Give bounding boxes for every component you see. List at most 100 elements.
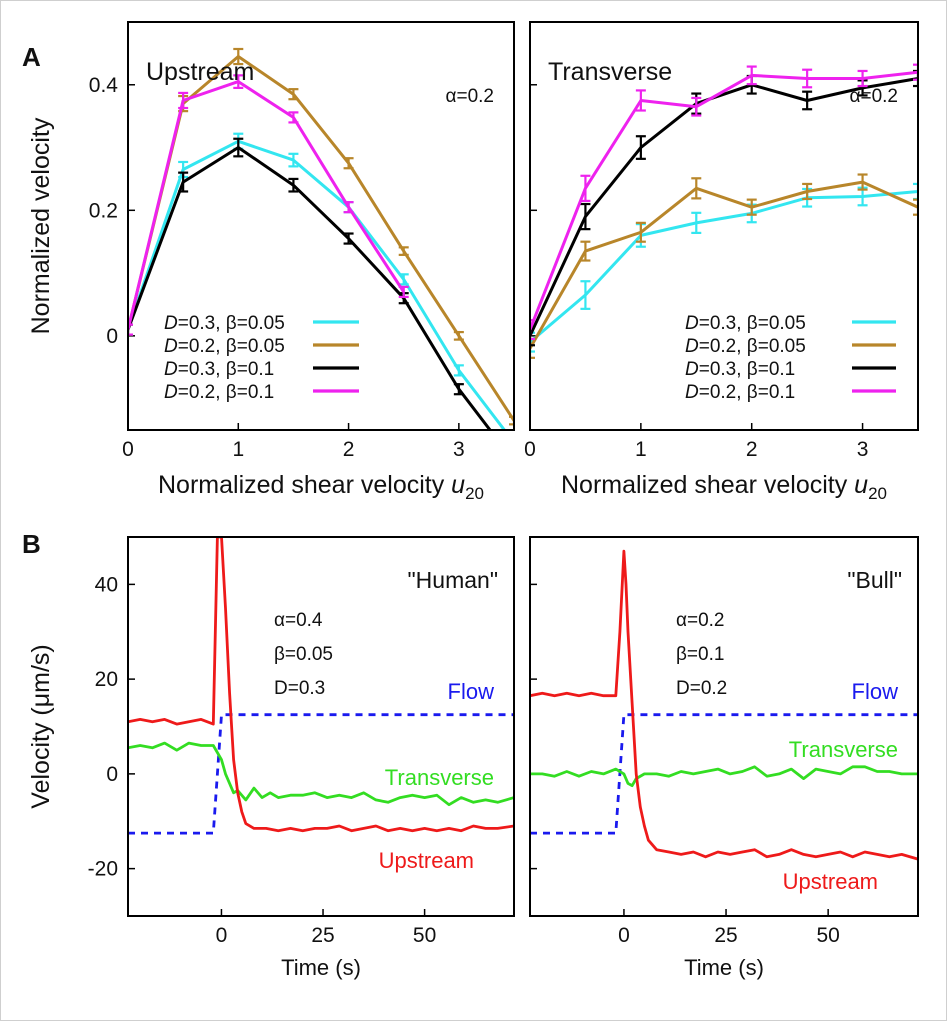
series-label-transverse: Transverse [385, 765, 494, 790]
x-axis-label-var: u [451, 471, 465, 499]
legend-label-var: D [164, 359, 178, 380]
legend-label: D=0.3, β=0.1 [164, 359, 274, 380]
x-tick-label: 1 [232, 438, 244, 461]
y-tick-label: 20 [95, 668, 118, 691]
series-line-series-2 [128, 146, 492, 430]
x-axis-label: Normalized shear velocity u20 [561, 471, 887, 503]
y-tick-label: 40 [95, 573, 118, 596]
x-axis-label-var: u [854, 471, 868, 499]
x-tick-label: 0 [122, 438, 134, 461]
x-tick-label: 50 [413, 924, 436, 947]
series-line-transverse [128, 741, 514, 807]
series-line-series-0 [530, 190, 918, 344]
param-label: D=0.2 [676, 678, 727, 699]
y-tick-label: -20 [88, 858, 118, 881]
x-axis-label-text: Normalized shear velocity [158, 471, 451, 499]
legend-label: D=0.2, β=0.05 [164, 336, 285, 357]
legend-label-var: D [685, 359, 699, 380]
y-tick-label: 0.2 [89, 199, 118, 222]
param-label: D=0.3 [274, 678, 325, 699]
series-label-upstream: Upstream [379, 848, 474, 873]
plot-area [128, 537, 514, 835]
series-line-series-2 [530, 77, 918, 337]
chart-bull: 0 25 50 "Bull" α=0.2 β=0.1 D=0.2 Flow Transverse… [529, 536, 919, 980]
param-label: β=0.1 [676, 644, 724, 665]
series-line-series-1 [530, 180, 918, 350]
plot-frame [529, 21, 919, 431]
legend-label-text: =0.2, β=0.05 [699, 336, 806, 357]
y-axis-label: Normalized velocity [27, 117, 55, 334]
legend-label: D=0.2, β=0.1 [685, 382, 795, 403]
series-line-series-3 [128, 80, 405, 330]
plot-frame [529, 536, 919, 917]
series-line-transverse [530, 765, 918, 788]
legend-label: D=0.3, β=0.05 [685, 313, 806, 334]
chart-human: 0 25 50 -20 0 20 40 "Human" α=0.4 β=0.05 D=0.3 Flow… [27, 536, 515, 980]
x-axis-label: Normalized shear velocity u20 [158, 471, 484, 503]
x-axis-label-text: Normalized shear velocity [561, 471, 854, 499]
series-line-flow [530, 713, 918, 835]
series-line-upstream [530, 549, 918, 861]
y-axis-label: Velocity (μm/s) [27, 644, 55, 808]
plot-area [128, 47, 514, 430]
legend-label-text: =0.2, β=0.1 [699, 382, 796, 403]
series-label-transverse: Transverse [789, 737, 898, 762]
panel-title: "Bull" [847, 567, 902, 593]
x-tick-label: 2 [343, 438, 355, 461]
series-line-flow [128, 713, 514, 835]
legend-label-var: D [164, 382, 178, 403]
series-line-series-1 [128, 55, 514, 422]
legend-label: D=0.2, β=0.1 [164, 382, 274, 403]
legend-label-var: D [164, 313, 178, 334]
x-tick-label: 1 [635, 438, 647, 461]
x-tick-label: 3 [453, 438, 465, 461]
x-tick-label: 25 [311, 924, 334, 947]
x-tick-label: 25 [714, 924, 737, 947]
series-label-flow: Flow [852, 679, 899, 704]
x-tick-label: 0 [216, 924, 228, 947]
x-axis-label-sub: 20 [465, 484, 484, 503]
x-tick-label: 50 [816, 924, 839, 947]
legend-label-var: D [685, 313, 699, 334]
y-tick-label: 0.4 [89, 74, 119, 97]
series-line-series-3 [530, 70, 918, 331]
series-label-flow: Flow [448, 679, 495, 704]
legend-label-var: D [164, 336, 178, 357]
panel-title: Transverse [548, 58, 672, 86]
y-tick-label: 0 [106, 763, 118, 786]
x-axis-label-sub: 20 [868, 484, 887, 503]
legend-label: D=0.3, β=0.1 [685, 359, 795, 380]
x-tick-label: 0 [524, 438, 536, 461]
legend-label-text: =0.2, β=0.05 [178, 336, 285, 357]
param-label: α=0.4 [274, 610, 323, 631]
legend-label-text: =0.3, β=0.1 [699, 359, 796, 380]
plot-area [530, 63, 918, 359]
param-label: α=0.2 [676, 610, 725, 631]
legend-label: D=0.3, β=0.05 [164, 313, 285, 334]
legend-label-var: D [685, 336, 699, 357]
legend-label-var: D [685, 382, 699, 403]
legend-label-text: =0.3, β=0.05 [178, 313, 285, 334]
legend-label: D=0.2, β=0.05 [685, 336, 806, 357]
x-axis-label: Time (s) [281, 955, 361, 980]
panel-title: Upstream [146, 58, 254, 86]
plot-frame [127, 21, 515, 431]
series-line-upstream [128, 537, 514, 833]
legend-label-text: =0.3, β=0.05 [699, 313, 806, 334]
legend-label-text: =0.2, β=0.1 [178, 382, 275, 403]
param-label: β=0.05 [274, 644, 333, 665]
chart-upstream: 0 1 2 3 0 0.2 0.4 Upstream α=0.2 Normalized shear… [27, 21, 515, 503]
legend-label-text: =0.3, β=0.1 [178, 359, 275, 380]
x-tick-label: 3 [857, 438, 869, 461]
series-line-series-0 [128, 139, 507, 430]
series-label-upstream: Upstream [783, 869, 878, 894]
x-tick-label: 2 [746, 438, 758, 461]
x-axis-label: Time (s) [684, 955, 764, 980]
y-tick-label: 0 [106, 325, 118, 348]
plot-area [530, 549, 918, 861]
alpha-annotation: α=0.2 [446, 86, 495, 107]
panel-label-a: A [22, 42, 41, 72]
panel-label-b: B [22, 529, 41, 559]
panel-title: "Human" [408, 567, 498, 593]
